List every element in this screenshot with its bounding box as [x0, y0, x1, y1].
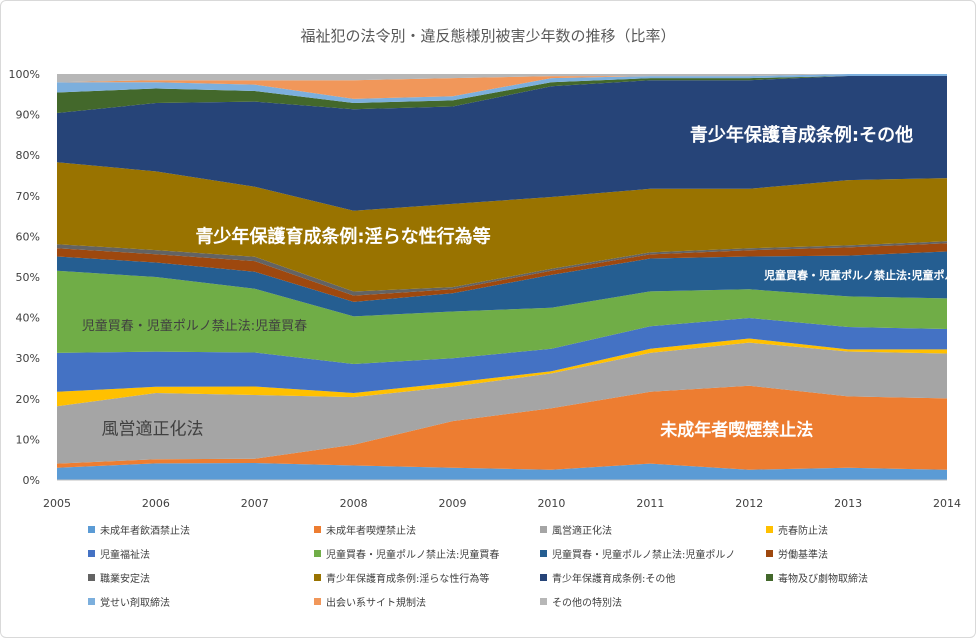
legend-swatch [88, 598, 95, 605]
legend-label: 風営適正化法 [552, 524, 612, 537]
area-series-11 [57, 76, 947, 211]
y-tick-label: 50% [16, 271, 40, 284]
legend-label: 毒物及び劇物取締法 [778, 572, 868, 585]
area-annotation: 青少年保護育成条例:淫らな性行為等 [195, 225, 490, 247]
y-tick-label: 30% [16, 352, 40, 365]
area-series-group [57, 74, 947, 480]
x-tick-label: 2014 [933, 497, 961, 510]
legend-label: 児童買春・児童ポルノ禁止法:児童ポルノ [552, 548, 735, 561]
legend-item: 売春防止法 [766, 524, 828, 537]
area-series-9 [57, 241, 947, 296]
area-annotation: 児童買春・児童ポルノ禁止法:児童ポルノ [763, 268, 966, 282]
area-series-7 [57, 251, 947, 317]
x-tick-label: 2009 [439, 497, 467, 510]
area-series-5 [57, 318, 947, 393]
area-series-12 [57, 76, 947, 113]
y-tick-label: 100% [9, 68, 40, 81]
y-tick-label: 0% [23, 474, 40, 487]
chart-title: 福祉犯の法令別・違反態様別被害少年数の推移（比率） [300, 27, 675, 45]
area-series-4 [57, 338, 947, 407]
legend-item: 覚せい剤取締法 [88, 596, 170, 609]
area-series-2 [57, 385, 947, 470]
legend-swatch [314, 574, 321, 581]
y-tick-label: 10% [16, 433, 40, 446]
y-tick-label: 40% [16, 312, 40, 325]
x-tick-label: 2008 [340, 497, 368, 510]
legend-item: 労働基準法 [766, 548, 828, 561]
area-series-3 [57, 342, 947, 464]
legend-swatch [540, 574, 547, 581]
legend-swatch [88, 574, 95, 581]
legend-swatch [766, 574, 773, 581]
legend-swatch [540, 550, 547, 557]
legend-swatch [314, 550, 321, 557]
area-series-14 [57, 74, 947, 99]
legend-swatch [88, 550, 95, 557]
legend-label: 労働基準法 [778, 548, 828, 561]
area-annotation: 風営適正化法 [102, 420, 204, 440]
area-series-15 [57, 74, 947, 83]
y-tick-label: 60% [16, 230, 40, 243]
legend-item: 出会い系サイト規制法 [314, 596, 426, 609]
legend-label: 児童買春・児童ポルノ禁止法:児童買春 [326, 548, 499, 561]
legend-item: 未成年者飲酒禁止法 [88, 524, 190, 537]
area-series-1 [57, 463, 947, 480]
annotations: 青少年保護育成条例:その他青少年保護育成条例:淫らな性行為等児童買春・児童ポルノ… [82, 124, 967, 440]
legend-item: 児童福祉法 [88, 548, 150, 561]
area-series-8 [57, 243, 947, 302]
y-tick-label: 70% [16, 190, 40, 203]
legend-item: その他の特別法 [540, 596, 622, 609]
legend-swatch [540, 598, 547, 605]
y-tick-label: 80% [16, 149, 40, 162]
legend-item: 風営適正化法 [540, 524, 612, 537]
legend-label: 青少年保護育成条例:淫らな性行為等 [326, 572, 489, 585]
legend-swatch [766, 526, 773, 533]
legend-swatch [314, 526, 321, 533]
x-tick-label: 2010 [537, 497, 565, 510]
legend-label: 職業安定法 [100, 572, 150, 585]
legend-label: 覚せい剤取締法 [100, 596, 170, 609]
x-tick-label: 2011 [636, 497, 664, 510]
legend-swatch [88, 526, 95, 533]
legend-label: 売春防止法 [778, 524, 828, 537]
x-tick-label: 2012 [735, 497, 763, 510]
x-tick-label: 2013 [834, 497, 862, 510]
x-tick-label: 2007 [241, 497, 269, 510]
legend-item: 児童買春・児童ポルノ禁止法:児童買春 [314, 548, 499, 561]
legend-item: 未成年者喫煙禁止法 [314, 524, 416, 537]
legend-item: 青少年保護育成条例:その他 [540, 572, 675, 585]
legend-item: 毒物及び劇物取締法 [766, 572, 868, 585]
legend-swatch [540, 526, 547, 533]
legend-swatch [314, 598, 321, 605]
area-series-13 [57, 74, 947, 103]
legend-item: 職業安定法 [88, 572, 150, 585]
legend-label: 青少年保護育成条例:その他 [552, 572, 675, 585]
x-tick-label: 2005 [43, 497, 71, 510]
legend-item: 児童買春・児童ポルノ禁止法:児童ポルノ [540, 548, 735, 561]
y-tick-label: 90% [16, 109, 40, 122]
x-tick-label: 2006 [142, 497, 170, 510]
legend-label: 出会い系サイト規制法 [326, 596, 426, 609]
legend-swatch [766, 550, 773, 557]
y-axis: 0% 10% 20% 30% 40% 50% 60% 70% 80% 90% 100% [9, 68, 40, 487]
y-tick-label: 20% [16, 393, 40, 406]
legend-item: 青少年保護育成条例:淫らな性行為等 [314, 572, 489, 585]
x-axis: 2005 2006 2007 2008 2009 2010 2011 2012 2013 2014 [43, 479, 961, 510]
area-annotation: 青少年保護育成条例:その他 [690, 124, 913, 146]
legend-label: 未成年者飲酒禁止法 [100, 524, 190, 537]
area-series-10 [57, 162, 947, 292]
area-series-6 [57, 270, 947, 364]
legend-label: 未成年者喫煙禁止法 [326, 524, 416, 537]
legend-label: その他の特別法 [552, 596, 622, 609]
area-annotation: 児童買春・児童ポルノ禁止法:児童買春 [82, 318, 307, 334]
area-annotation: 未成年者喫煙禁止法 [659, 419, 813, 440]
legend-label: 児童福祉法 [100, 548, 150, 561]
